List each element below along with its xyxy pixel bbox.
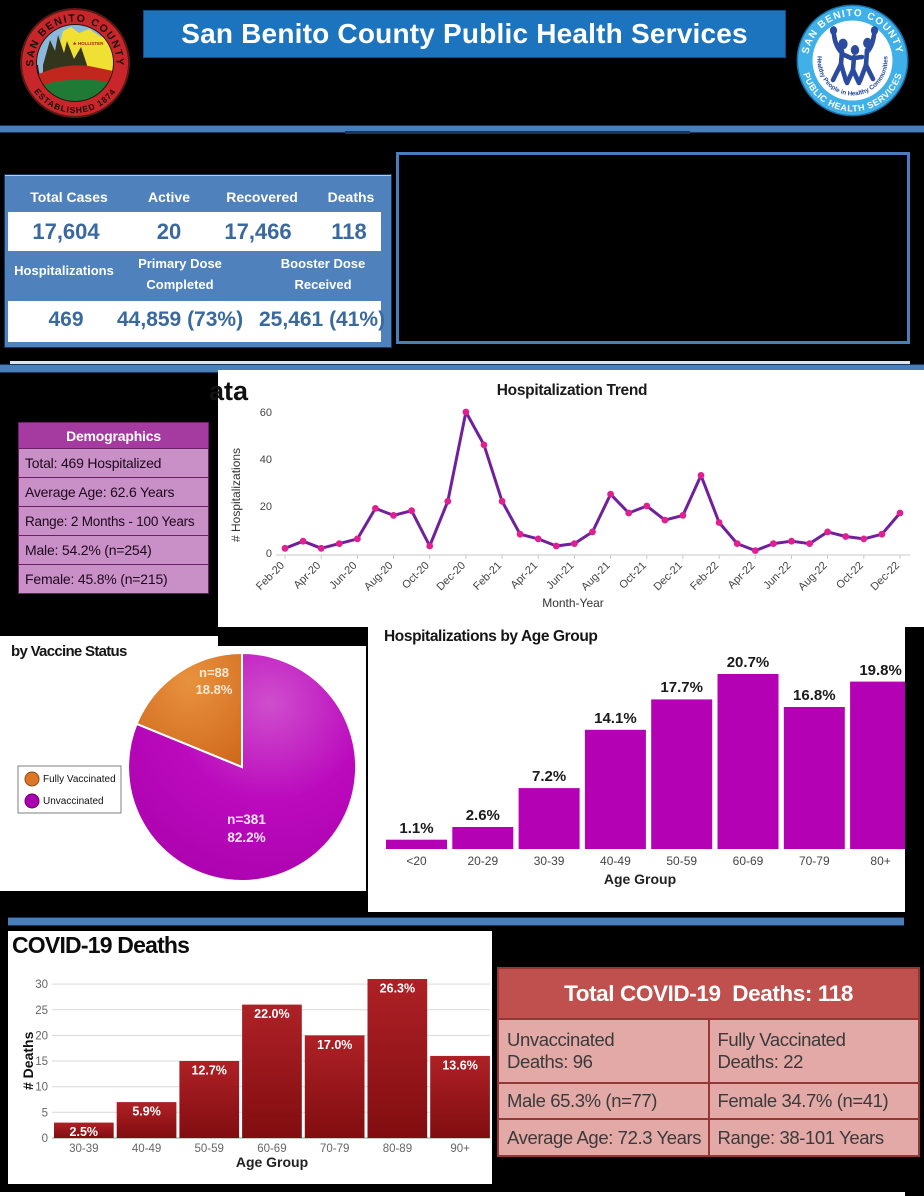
svg-text:15: 15 — [35, 1056, 48, 1068]
svg-text:Oct-21: Oct-21 — [617, 560, 649, 592]
svg-text:20: 20 — [35, 1030, 48, 1042]
svg-text:# Deaths: # Deaths — [20, 1031, 36, 1090]
svg-text:20-29: 20-29 — [467, 854, 498, 868]
svg-text:Jun-20: Jun-20 — [327, 560, 359, 592]
svg-text:14.1%: 14.1% — [594, 710, 637, 727]
svg-text:5.9%: 5.9% — [132, 1105, 161, 1119]
svg-text:60-69: 60-69 — [257, 1143, 286, 1155]
svg-text:Hospitalization Trend: Hospitalization Trend — [497, 382, 647, 399]
svg-text:70-79: 70-79 — [320, 1143, 349, 1155]
svg-text:19.8%: 19.8% — [859, 662, 902, 679]
svg-text:22.0%: 22.0% — [254, 1007, 289, 1021]
svg-text:Aug-22: Aug-22 — [796, 560, 830, 594]
svg-text:Oct-20: Oct-20 — [400, 560, 432, 592]
svg-text:80+: 80+ — [870, 854, 890, 868]
svg-text:Aug-21: Aug-21 — [579, 560, 613, 594]
svg-text:Feb-20: Feb-20 — [254, 560, 287, 593]
svg-text:30: 30 — [35, 979, 48, 991]
svg-text:2.5%: 2.5% — [70, 1125, 99, 1139]
svg-text:0: 0 — [42, 1133, 48, 1145]
svg-text:70-79: 70-79 — [799, 854, 830, 868]
svg-text:30-39: 30-39 — [534, 854, 565, 868]
svg-text:1.1%: 1.1% — [399, 820, 433, 837]
svg-text:20.7%: 20.7% — [727, 654, 770, 671]
svg-text:Apr-21: Apr-21 — [508, 560, 540, 592]
svg-text:40-49: 40-49 — [132, 1143, 161, 1155]
svg-text:Age Group: Age Group — [236, 1154, 308, 1170]
svg-text:50-59: 50-59 — [666, 854, 697, 868]
svg-text:Month-Year: Month-Year — [542, 596, 604, 610]
svg-text:5: 5 — [42, 1107, 48, 1119]
svg-text:80-89: 80-89 — [383, 1143, 412, 1155]
svg-text:16.8%: 16.8% — [793, 687, 836, 704]
svg-text:Dec-20: Dec-20 — [434, 560, 468, 594]
svg-text:Dec-21: Dec-21 — [651, 560, 685, 594]
svg-text:Apr-20: Apr-20 — [291, 560, 323, 592]
svg-text:20: 20 — [260, 501, 272, 513]
svg-text:Feb-22: Feb-22 — [688, 560, 721, 593]
svg-text:18.8%: 18.8% — [196, 682, 233, 697]
svg-text:7.2%: 7.2% — [532, 768, 566, 785]
svg-text:60-69: 60-69 — [733, 854, 764, 868]
svg-text:17.7%: 17.7% — [660, 679, 703, 696]
svg-text:0: 0 — [266, 548, 272, 560]
svg-text:# Hospitalizations: # Hospitalizations — [229, 448, 243, 542]
svg-text:10: 10 — [35, 1082, 48, 1094]
svg-text:2.6%: 2.6% — [466, 807, 500, 824]
svg-text:30-39: 30-39 — [69, 1143, 98, 1155]
svg-text:<20: <20 — [406, 854, 427, 868]
svg-text:n=88: n=88 — [199, 665, 229, 680]
svg-text:50-59: 50-59 — [194, 1143, 223, 1155]
svg-text:90+: 90+ — [450, 1143, 470, 1155]
svg-text:26.3%: 26.3% — [380, 982, 415, 996]
svg-text:12.7%: 12.7% — [191, 1064, 226, 1078]
svg-text:★ HOLLISTER: ★ HOLLISTER — [73, 41, 105, 46]
svg-text:Feb-21: Feb-21 — [471, 560, 504, 593]
svg-text:60: 60 — [260, 407, 272, 419]
svg-text:13.6%: 13.6% — [442, 1058, 477, 1072]
svg-text:17.0%: 17.0% — [317, 1038, 352, 1052]
svg-text:Dec-22: Dec-22 — [869, 560, 903, 594]
svg-text:Fully Vaccinated: Fully Vaccinated — [43, 774, 116, 785]
svg-text:40-49: 40-49 — [600, 854, 631, 868]
svg-text:Unvaccinated: Unvaccinated — [43, 796, 104, 807]
svg-text:Jun-22: Jun-22 — [761, 560, 793, 592]
svg-text:n=381: n=381 — [227, 812, 266, 827]
svg-text:Age Group: Age Group — [604, 871, 676, 887]
svg-text:Aug-20: Aug-20 — [362, 560, 396, 594]
svg-text:40: 40 — [260, 454, 272, 466]
svg-text:Jun-21: Jun-21 — [544, 560, 576, 592]
svg-text:82.2%: 82.2% — [227, 830, 265, 845]
svg-text:Apr-22: Apr-22 — [726, 560, 758, 592]
svg-text:25: 25 — [35, 1005, 48, 1017]
svg-text:Oct-22: Oct-22 — [834, 560, 866, 592]
